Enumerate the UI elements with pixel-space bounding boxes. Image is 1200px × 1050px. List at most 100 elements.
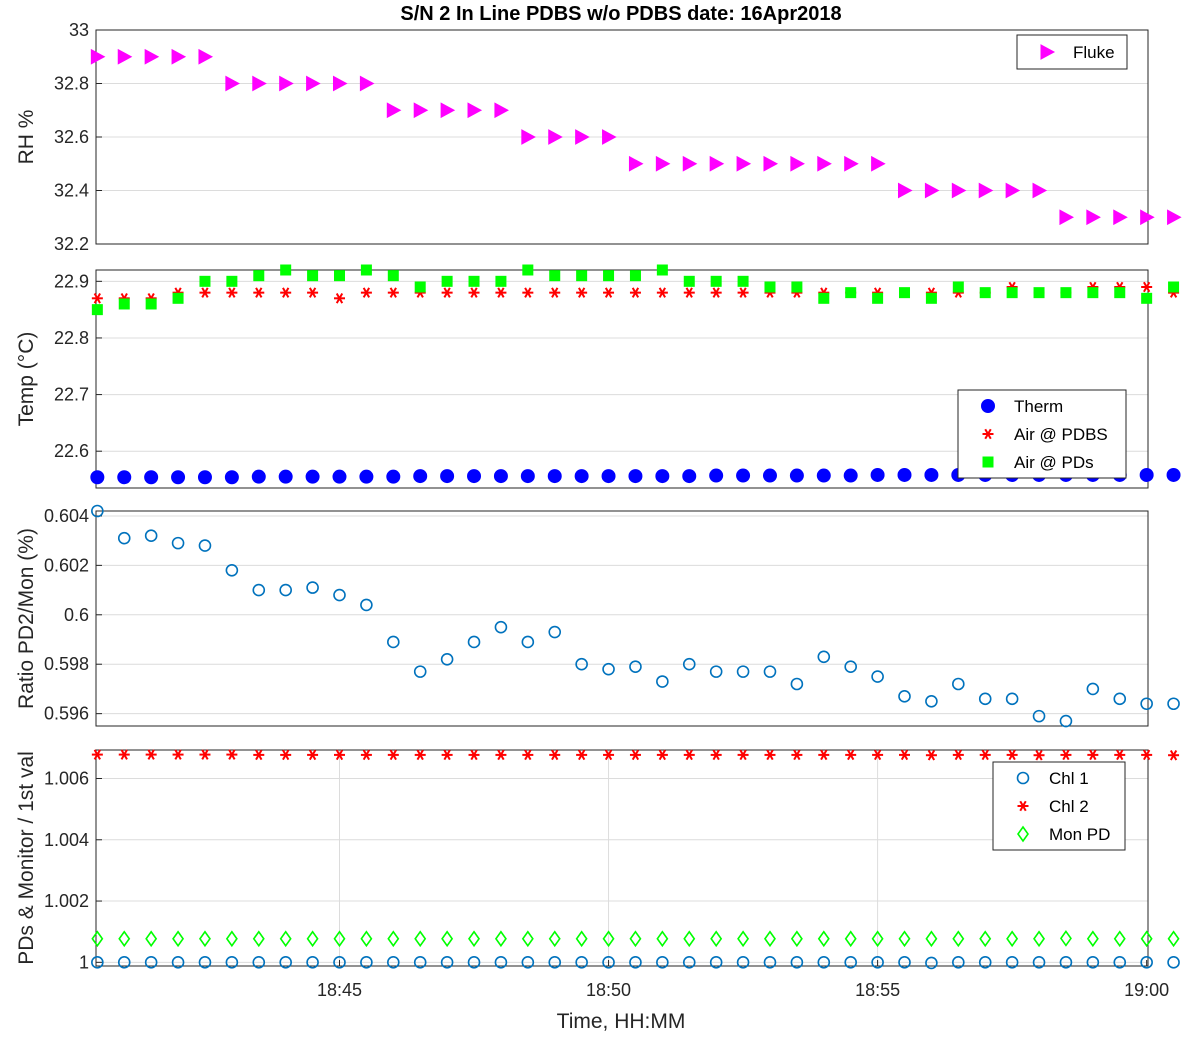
data-point (1033, 749, 1045, 761)
data-point (1141, 292, 1153, 304)
data-point (467, 635, 481, 649)
data-point (844, 660, 857, 673)
data-point (332, 469, 347, 484)
data-point (575, 930, 588, 948)
data-point (737, 749, 749, 761)
data-point (1059, 956, 1073, 969)
data-point (279, 75, 294, 92)
data-point (1166, 467, 1181, 482)
data-point (1086, 209, 1101, 226)
data-point (333, 588, 346, 602)
data-point (1113, 209, 1128, 226)
data-point (952, 930, 965, 948)
data-point (117, 470, 132, 485)
legend-label: Air @ PDBS (1014, 425, 1108, 444)
data-point (199, 287, 211, 298)
data-point (91, 304, 103, 316)
legend-marker (981, 399, 995, 413)
data-point (628, 155, 644, 172)
data-point (575, 956, 588, 969)
data-point (764, 281, 776, 293)
data-point (710, 749, 722, 761)
data-point (790, 930, 803, 948)
data-point (656, 264, 668, 276)
data-point (656, 749, 668, 761)
data-point (736, 155, 752, 172)
data-point (870, 467, 885, 482)
data-point (226, 287, 238, 298)
data-point (548, 956, 562, 969)
data-point (709, 468, 724, 483)
data-point (548, 930, 561, 948)
data-point (117, 531, 131, 545)
data-point (845, 287, 857, 299)
data-point (468, 749, 480, 761)
panel-4: 1.006 1.004 1.002 1 18:45 18:50 18:55 19:00 PDs … (15, 749, 1180, 1000)
data-point (145, 930, 158, 948)
data-point (844, 956, 857, 969)
data-point (601, 469, 616, 484)
data-point (117, 48, 133, 65)
x-tick-label: 18:45 (317, 980, 362, 1000)
panel-3: 0.604 0.602 0.6 0.598 0.596 Ratio PD2/Mon (%) (15, 504, 1180, 728)
data-point (575, 657, 588, 671)
data-point (1033, 287, 1045, 299)
x-axis-label: Time, HH:MM (557, 1010, 686, 1033)
axes-box (95, 29, 1149, 245)
data-point (737, 275, 749, 287)
data-point (602, 129, 617, 145)
data-point (979, 287, 991, 299)
x-tick-label: 19:00 (1124, 980, 1169, 1000)
data-point (897, 467, 912, 482)
data-point (602, 930, 615, 948)
legend: Fluke (1016, 34, 1128, 70)
data-point (387, 930, 400, 948)
data-point (495, 749, 507, 761)
data-point (1087, 749, 1099, 761)
data-point (736, 468, 751, 483)
y-tick-label: 1.004 (44, 830, 89, 850)
data-point (199, 749, 211, 760)
y-tick-label: 33 (69, 20, 89, 40)
data-point (198, 930, 211, 948)
series-chl-2 (91, 749, 1180, 761)
data-point (387, 956, 400, 969)
data-point (278, 469, 293, 484)
data-point (224, 470, 239, 485)
data-point (333, 270, 345, 282)
legend-label: Mon PD (1049, 825, 1110, 844)
data-point (845, 749, 857, 761)
y-axis-label: RH % (15, 110, 38, 165)
data-point (1032, 182, 1048, 199)
data-point (172, 930, 185, 948)
data-point (171, 48, 187, 65)
data-point (952, 281, 964, 293)
legend-label: Chl 2 (1049, 797, 1089, 816)
data-point (764, 749, 776, 761)
data-point (252, 956, 266, 969)
data-point (253, 749, 265, 761)
data-point (978, 182, 994, 199)
data-point (736, 665, 750, 678)
data-point (603, 749, 615, 761)
data-point (226, 275, 238, 287)
data-point (978, 692, 992, 706)
data-point (817, 155, 832, 172)
data-point (414, 749, 426, 761)
data-point (1113, 930, 1126, 948)
data-point (91, 956, 104, 969)
data-point (925, 956, 938, 970)
data-point (333, 749, 345, 761)
data-point (1006, 287, 1018, 299)
data-point (656, 956, 669, 969)
legend-box (992, 761, 1126, 851)
data-point (441, 287, 453, 298)
data-point (710, 930, 723, 948)
data-point (710, 275, 722, 287)
data-point (1114, 749, 1126, 761)
data-point (602, 956, 615, 969)
data-point (872, 292, 884, 304)
data-point (925, 749, 937, 761)
data-point (467, 102, 483, 119)
legend-label: Therm (1014, 397, 1063, 416)
